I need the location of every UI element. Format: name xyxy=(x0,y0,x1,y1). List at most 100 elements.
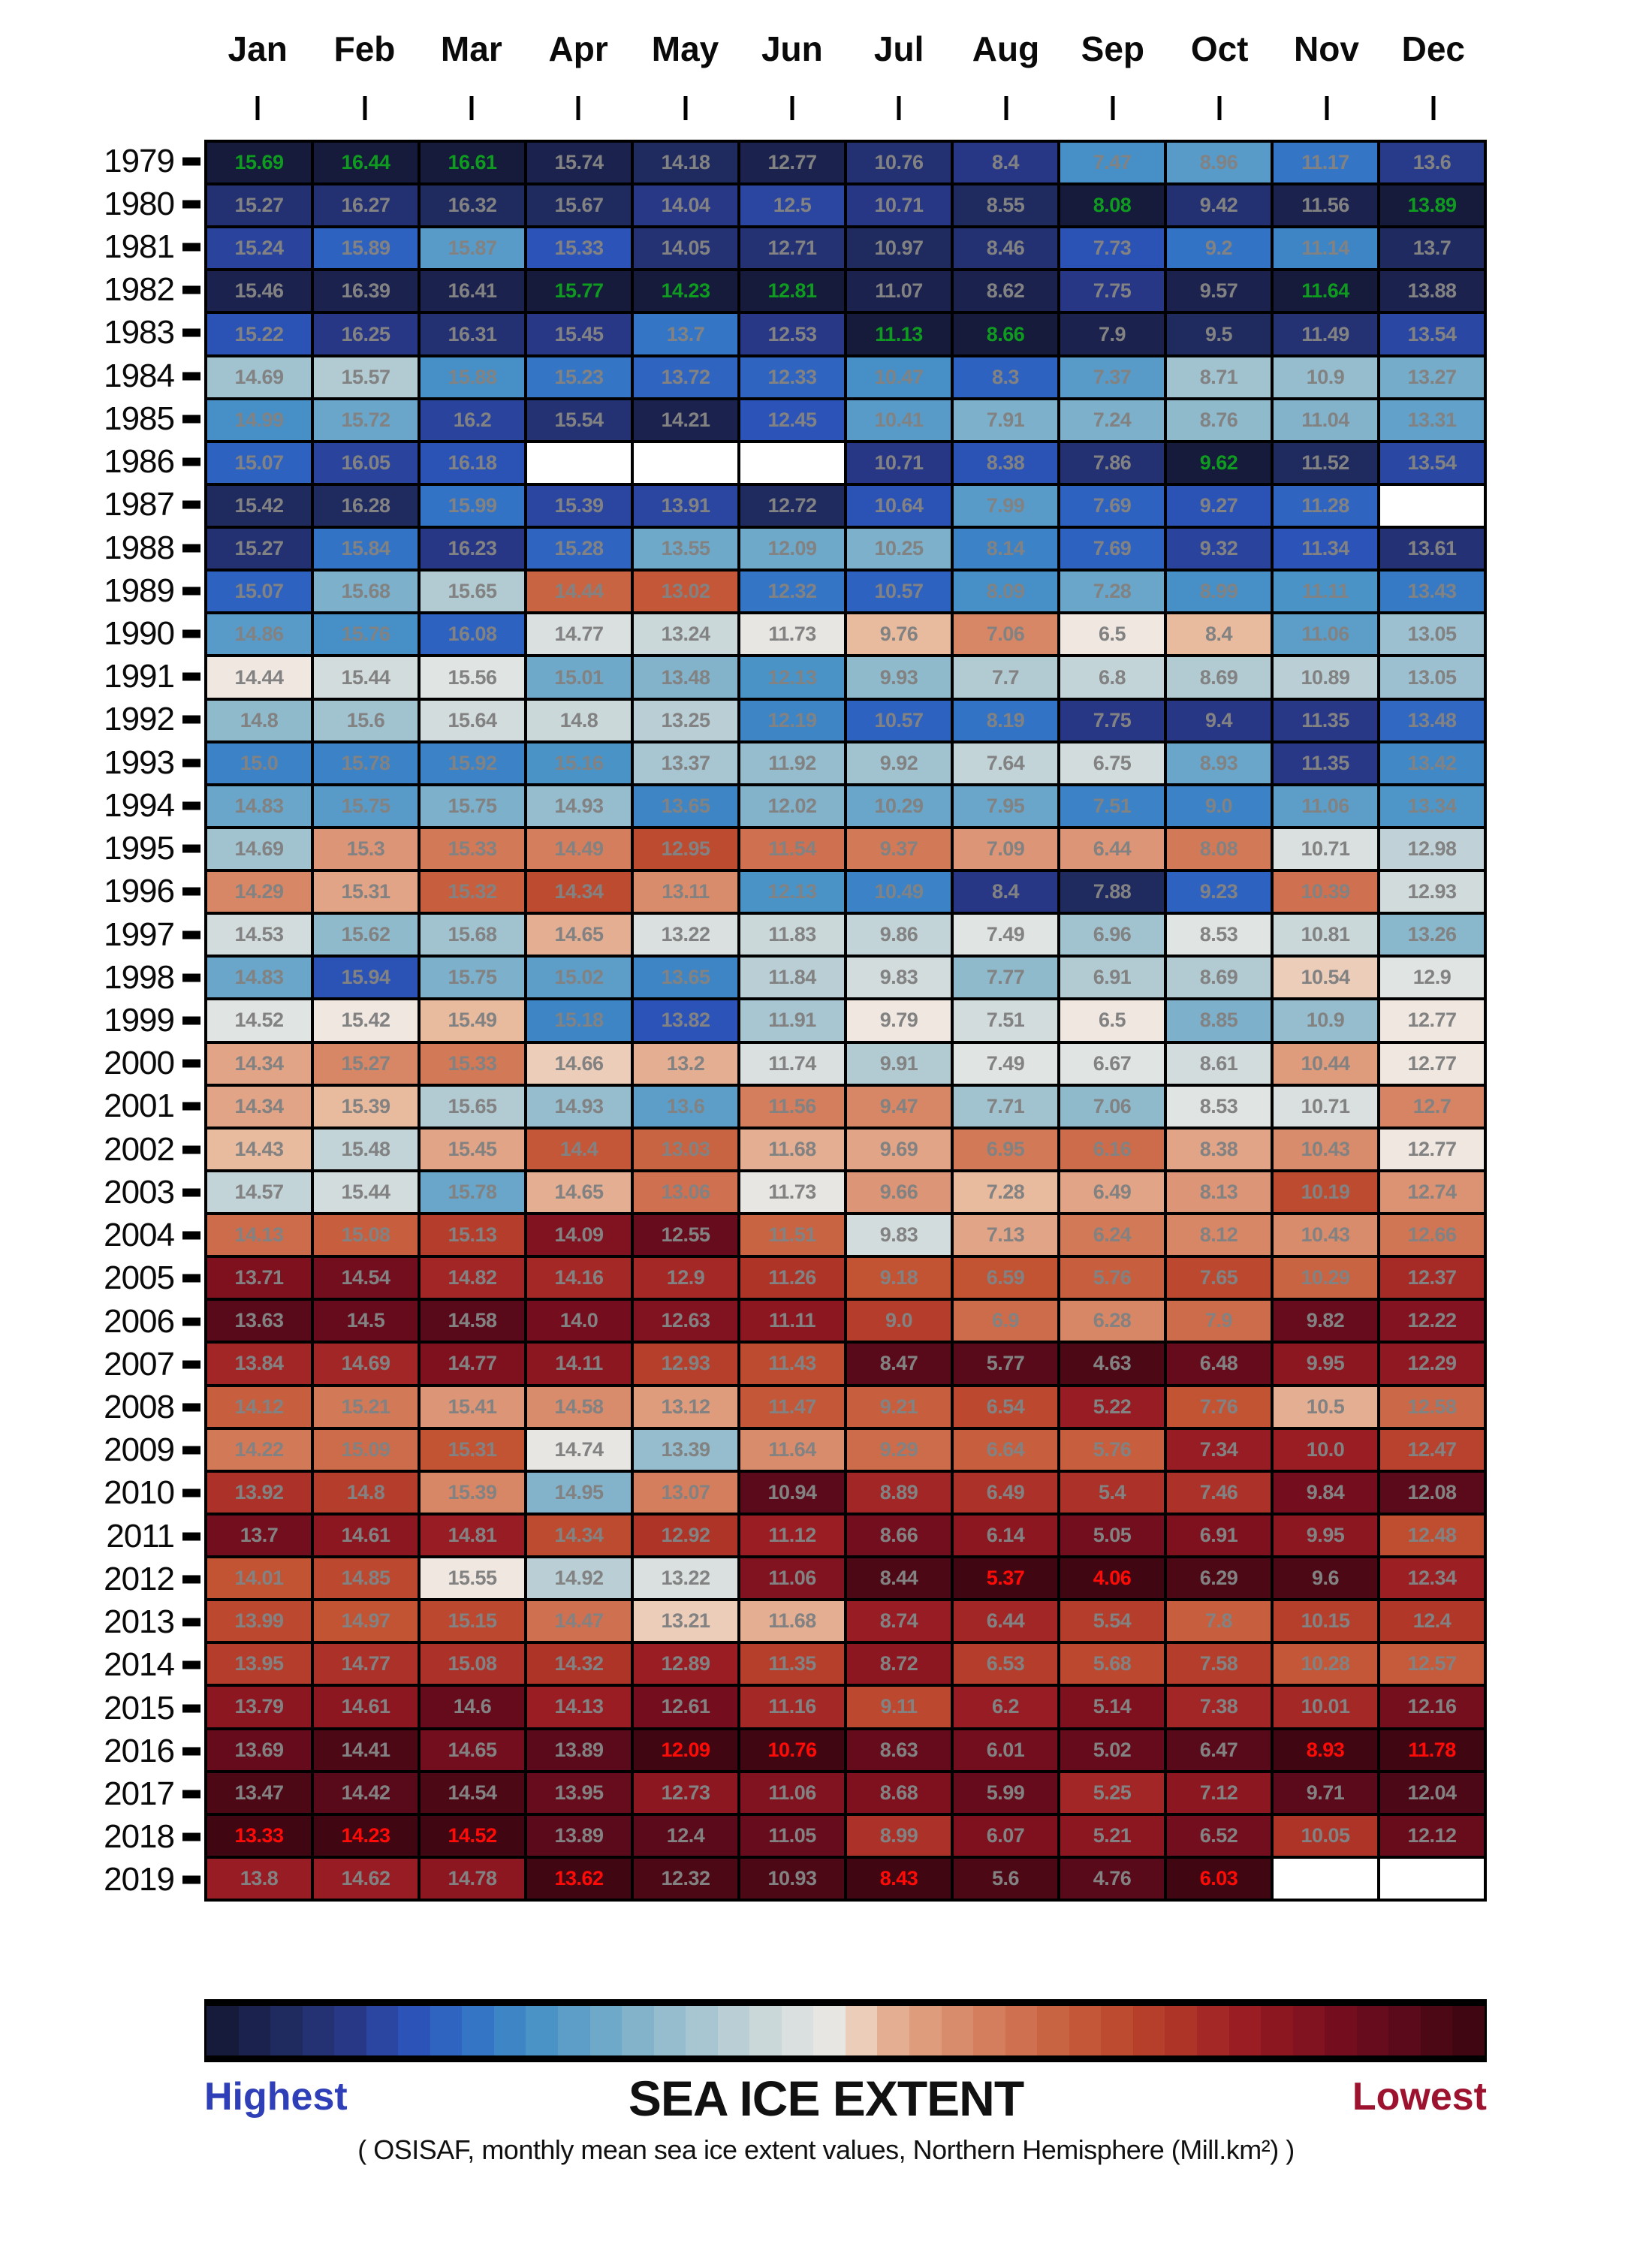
heatmap-cell: 13.27 xyxy=(1380,357,1484,397)
cell-value: 15.69 xyxy=(234,151,284,174)
heatmap-cell: 14.13 xyxy=(207,1215,311,1256)
year-tick xyxy=(182,1704,200,1712)
cell-value: 8.93 xyxy=(1199,751,1238,774)
colorbar-segment xyxy=(845,2006,878,2055)
heatmap-cell: 13.89 xyxy=(527,1815,631,1856)
cell-value: 15.46 xyxy=(234,279,284,303)
heatmap-cell: 14.81 xyxy=(421,1515,524,1556)
heatmap-cell: 8.08 xyxy=(1167,828,1271,870)
cell-value: 11.06 xyxy=(768,1567,816,1590)
heatmap-cell: 16.31 xyxy=(421,314,524,354)
month-tick xyxy=(897,96,901,120)
cell-value: 8.85 xyxy=(1199,1009,1238,1032)
heatmap-cell xyxy=(1380,485,1484,526)
heatmap-cell: 14.47 xyxy=(527,1601,631,1642)
year-label-2017: 2017 xyxy=(104,1775,175,1812)
month-tick xyxy=(1004,96,1008,120)
heatmap-cell: 14.29 xyxy=(207,872,311,912)
cell-value: 8.09 xyxy=(986,580,1025,603)
cell-value: 12.89 xyxy=(661,1652,710,1675)
heatmap-cell: 15.07 xyxy=(207,572,311,612)
cell-value: 14.97 xyxy=(341,1609,390,1633)
heatmap-cell: 12.74 xyxy=(1380,1172,1484,1213)
cell-value: 8.55 xyxy=(986,194,1025,217)
cell-value: 14.09 xyxy=(554,1223,604,1247)
cell-value: 6.95 xyxy=(986,1137,1025,1160)
heatmap-cell: 14.8 xyxy=(314,1472,418,1513)
heatmap-cell: 15.24 xyxy=(207,228,311,269)
cell-value: 12.77 xyxy=(1407,1051,1457,1075)
heatmap-cell: 16.28 xyxy=(314,485,418,526)
heatmap-cell: 8.74 xyxy=(847,1601,951,1642)
heatmap-cell: 9.76 xyxy=(847,614,951,655)
heatmap-cell: 15.33 xyxy=(421,828,524,870)
heatmap-cell: 5.99 xyxy=(954,1772,1057,1813)
heatmap-cell: 16.61 xyxy=(421,143,524,183)
cell-value: 11.56 xyxy=(768,1094,816,1117)
cell-value: 6.48 xyxy=(1199,1352,1238,1375)
heatmap-cell: 11.11 xyxy=(1274,572,1377,612)
heatmap-cell: 15.87 xyxy=(421,228,524,269)
heatmap-cell: 6.07 xyxy=(954,1815,1057,1856)
cell-value: 9.37 xyxy=(879,837,918,860)
year-label-2019: 2019 xyxy=(104,1861,175,1899)
heatmap-cell: 10.81 xyxy=(1274,915,1377,955)
heatmap-cell: 8.44 xyxy=(847,1558,951,1599)
heatmap-cell: 12.9 xyxy=(1380,958,1484,998)
year-label-1986: 1986 xyxy=(104,443,175,481)
cell-value: 15.21 xyxy=(341,1395,390,1418)
cell-value: 14.52 xyxy=(234,1009,284,1032)
cell-value: 12.9 xyxy=(666,1266,705,1289)
cell-value: 11.73 xyxy=(768,1180,816,1203)
cell-value: 5.76 xyxy=(1093,1437,1132,1461)
colorbar-segment xyxy=(1452,2006,1485,2055)
year-label-1994: 1994 xyxy=(104,786,175,824)
cell-value: 14.69 xyxy=(234,837,284,860)
year-tick xyxy=(182,243,200,252)
heatmap-cell: 12.98 xyxy=(1380,828,1484,870)
cell-value: 14.13 xyxy=(234,1223,284,1247)
heatmap-cell: 4.76 xyxy=(1060,1858,1164,1899)
cell-value: 14.41 xyxy=(341,1738,390,1761)
heatmap-cell: 14.34 xyxy=(207,1043,311,1084)
cell-value: 9.47 xyxy=(879,1094,918,1117)
cell-value: 15.31 xyxy=(341,880,390,903)
heatmap-cell: 15.33 xyxy=(527,228,631,269)
heatmap-cell: 11.05 xyxy=(740,1815,844,1856)
heatmap-cell: 15.32 xyxy=(421,872,524,912)
cell-value: 13.7 xyxy=(1412,237,1452,260)
cell-value: 12.53 xyxy=(767,322,817,345)
heatmap-cell: 12.77 xyxy=(1380,1043,1484,1084)
heatmap-cell: 15.78 xyxy=(314,743,418,783)
heatmap-cell: 15.62 xyxy=(314,915,418,955)
cell-value: 14.61 xyxy=(341,1523,390,1546)
cell-value: 15.62 xyxy=(341,923,390,946)
heatmap-cell: 14.77 xyxy=(314,1644,418,1684)
heatmap-cell: 11.06 xyxy=(740,1558,844,1599)
cell-value: 15.57 xyxy=(341,365,390,388)
cell-value: 13.89 xyxy=(554,1823,604,1847)
heatmap-cell: 8.69 xyxy=(1167,958,1271,998)
cell-value: 12.45 xyxy=(767,408,817,431)
cell-value: 9.91 xyxy=(879,1051,918,1075)
cell-value: 11.28 xyxy=(1301,494,1349,517)
heatmap-cell: 10.44 xyxy=(1274,1043,1377,1084)
heatmap-cell: 8.76 xyxy=(1167,400,1271,440)
heatmap-cell: 8.69 xyxy=(1167,657,1271,698)
heatmap-cell: 12.12 xyxy=(1380,1815,1484,1856)
heatmap-cell: 5.76 xyxy=(1060,1258,1164,1298)
heatmap-grid: 15.69 16.44 16.61 15.74 14.18 12.77 10.76 8.4 7.… xyxy=(204,140,1487,1902)
colorbar-segment xyxy=(334,2006,366,2055)
heatmap-cell: 14.8 xyxy=(527,700,631,740)
heatmap-cell: 15.39 xyxy=(421,1472,524,1513)
year-tick xyxy=(182,1832,200,1841)
heatmap-cell: 7.76 xyxy=(1167,1386,1271,1427)
heatmap-cell: 12.45 xyxy=(740,400,844,440)
heatmap-cell: 12.92 xyxy=(634,1515,737,1556)
heatmap-cell: 14.78 xyxy=(421,1858,524,1899)
heatmap-cell: 14.95 xyxy=(527,1472,631,1513)
heatmap-cell: 8.19 xyxy=(954,700,1057,740)
cell-value: 13.62 xyxy=(554,1866,604,1890)
cell-value: 14.86 xyxy=(234,623,284,646)
cell-value: 15.02 xyxy=(554,966,604,989)
